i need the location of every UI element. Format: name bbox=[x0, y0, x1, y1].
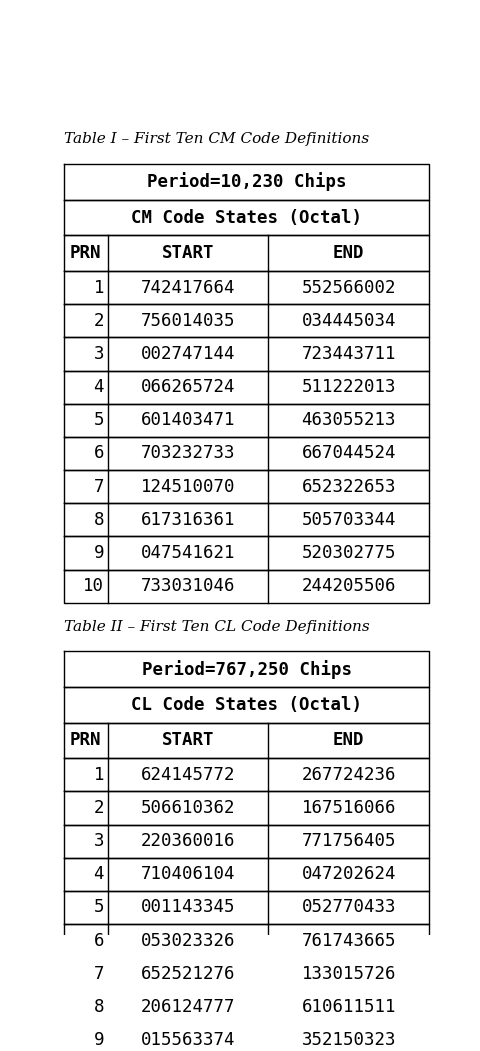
Text: 5: 5 bbox=[93, 411, 104, 429]
Text: 206124777: 206124777 bbox=[141, 998, 235, 1016]
Text: 652521276: 652521276 bbox=[141, 965, 235, 983]
Text: 7: 7 bbox=[93, 965, 104, 983]
Text: START: START bbox=[161, 244, 214, 262]
Text: 2: 2 bbox=[93, 799, 104, 817]
Text: 9: 9 bbox=[93, 544, 104, 562]
Text: 047202624: 047202624 bbox=[301, 865, 395, 883]
Text: 617316361: 617316361 bbox=[141, 511, 235, 529]
Text: Table I – First Ten CM Code Definitions: Table I – First Ten CM Code Definitions bbox=[64, 132, 368, 146]
Text: START: START bbox=[161, 731, 214, 749]
Text: 002747144: 002747144 bbox=[141, 345, 235, 363]
Text: END: END bbox=[332, 244, 364, 262]
Text: 220360016: 220360016 bbox=[141, 832, 235, 850]
Text: 6: 6 bbox=[93, 445, 104, 462]
Text: 053023326: 053023326 bbox=[141, 931, 235, 950]
Text: 771756405: 771756405 bbox=[301, 832, 395, 850]
Text: 001143345: 001143345 bbox=[141, 899, 235, 916]
Text: 9: 9 bbox=[93, 1031, 104, 1049]
Text: 505703344: 505703344 bbox=[301, 511, 395, 529]
Text: 520302775: 520302775 bbox=[301, 544, 395, 562]
Text: 5: 5 bbox=[93, 899, 104, 916]
Text: 756014035: 756014035 bbox=[141, 312, 235, 330]
Text: 047541621: 047541621 bbox=[141, 544, 235, 562]
Text: 742417664: 742417664 bbox=[141, 279, 235, 296]
Text: 267724236: 267724236 bbox=[301, 766, 395, 784]
Text: 601403471: 601403471 bbox=[141, 411, 235, 429]
Text: CL Code States (Octal): CL Code States (Octal) bbox=[131, 696, 361, 714]
Text: 624145772: 624145772 bbox=[141, 766, 235, 784]
Text: 8: 8 bbox=[93, 511, 104, 529]
Text: 4: 4 bbox=[93, 865, 104, 883]
Text: 124510070: 124510070 bbox=[141, 477, 235, 496]
Text: 552566002: 552566002 bbox=[301, 279, 395, 296]
Text: 733031046: 733031046 bbox=[141, 577, 235, 595]
Text: 034445034: 034445034 bbox=[301, 312, 395, 330]
Text: 066265724: 066265724 bbox=[141, 378, 235, 396]
Text: 652322653: 652322653 bbox=[301, 477, 395, 496]
Text: 2: 2 bbox=[93, 312, 104, 330]
Text: 10: 10 bbox=[83, 577, 104, 595]
Text: 703232733: 703232733 bbox=[141, 445, 235, 462]
Text: Period=10,230 Chips: Period=10,230 Chips bbox=[146, 172, 346, 191]
Text: 167516066: 167516066 bbox=[301, 799, 395, 817]
Text: Period=767,250 Chips: Period=767,250 Chips bbox=[141, 660, 351, 679]
Text: 7: 7 bbox=[93, 477, 104, 496]
Text: PRN: PRN bbox=[70, 244, 101, 262]
Text: 3: 3 bbox=[93, 345, 104, 363]
Text: 6: 6 bbox=[93, 931, 104, 950]
Text: 506610362: 506610362 bbox=[141, 799, 235, 817]
Text: 710406104: 710406104 bbox=[141, 865, 235, 883]
Text: PRN: PRN bbox=[70, 731, 101, 749]
Text: 761743665: 761743665 bbox=[301, 931, 395, 950]
Text: 667044524: 667044524 bbox=[301, 445, 395, 462]
Text: END: END bbox=[332, 731, 364, 749]
Text: 244205506: 244205506 bbox=[301, 577, 395, 595]
Text: 1: 1 bbox=[93, 279, 104, 296]
Text: 8: 8 bbox=[93, 998, 104, 1016]
Text: 052770433: 052770433 bbox=[301, 899, 395, 916]
Text: 352150323: 352150323 bbox=[301, 1031, 395, 1049]
Text: Table II – First Ten CL Code Definitions: Table II – First Ten CL Code Definitions bbox=[64, 619, 369, 634]
Text: 1: 1 bbox=[93, 766, 104, 784]
Text: CM Code States (Octal): CM Code States (Octal) bbox=[131, 208, 361, 227]
Text: 723443711: 723443711 bbox=[301, 345, 395, 363]
Text: 511222013: 511222013 bbox=[301, 378, 395, 396]
Text: 463055213: 463055213 bbox=[301, 411, 395, 429]
Text: 610611511: 610611511 bbox=[301, 998, 395, 1016]
Text: 3: 3 bbox=[93, 832, 104, 850]
Text: 133015726: 133015726 bbox=[301, 965, 395, 983]
Text: 015563374: 015563374 bbox=[141, 1031, 235, 1049]
Text: 4: 4 bbox=[93, 378, 104, 396]
